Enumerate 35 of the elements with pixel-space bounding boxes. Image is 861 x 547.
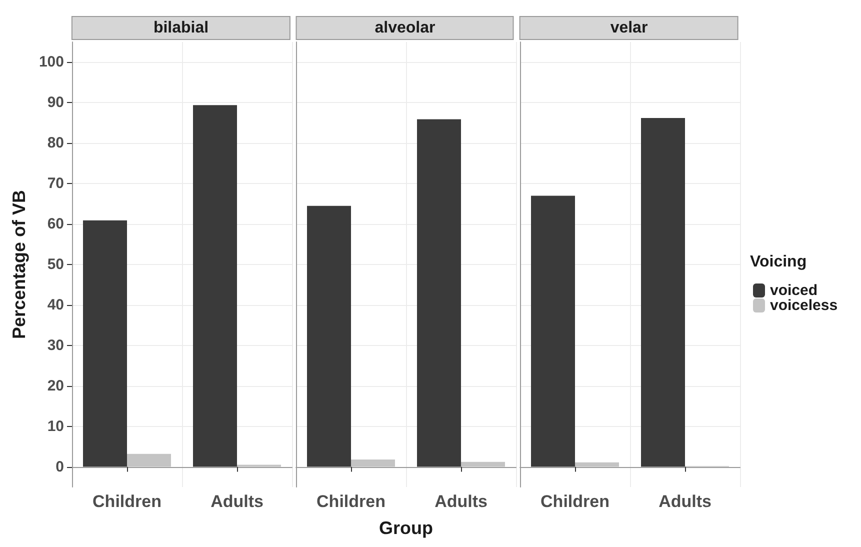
bar — [307, 206, 351, 467]
y-tick-label: 60 — [47, 216, 64, 233]
x-tick-label: Adults — [434, 492, 488, 511]
bar — [417, 119, 461, 467]
legend-label: voiced — [770, 282, 818, 299]
bar — [127, 454, 171, 467]
y-tick-label: 80 — [47, 134, 64, 152]
chart-title: alveolar — [374, 20, 436, 36]
legend-title: Voicing — [750, 254, 807, 270]
bar — [575, 462, 619, 467]
y-tick-label: 90 — [47, 94, 64, 112]
x-tick-label: Adults — [658, 492, 712, 511]
bar — [83, 220, 127, 467]
y-tick-label: 20 — [47, 377, 64, 394]
x-tick-label: Children — [92, 492, 162, 511]
y-axis-title: Percentage of VB — [9, 190, 30, 340]
bar — [351, 459, 395, 467]
x-tick-label: Adults — [210, 492, 264, 511]
chart-title: velar — [610, 20, 648, 36]
y-tick-label: 70 — [47, 175, 64, 192]
y-tick-label: 100 — [38, 54, 64, 71]
x-tick-label: Children — [540, 492, 610, 511]
bar — [641, 118, 685, 467]
x-axis-title: Group — [379, 518, 433, 538]
bar — [193, 105, 237, 467]
chart-title: bilabial — [153, 20, 209, 36]
y-tick-label: 50 — [47, 256, 64, 273]
y-tick-label: 10 — [47, 418, 64, 435]
legend-label: voiceless — [770, 297, 838, 314]
y-tick-label: 0 — [56, 458, 64, 476]
bar — [461, 462, 505, 467]
y-tick-label: 30 — [47, 336, 64, 354]
y-tick-label: 40 — [47, 296, 64, 314]
bar — [531, 196, 575, 467]
x-tick-label: Children — [316, 492, 386, 511]
